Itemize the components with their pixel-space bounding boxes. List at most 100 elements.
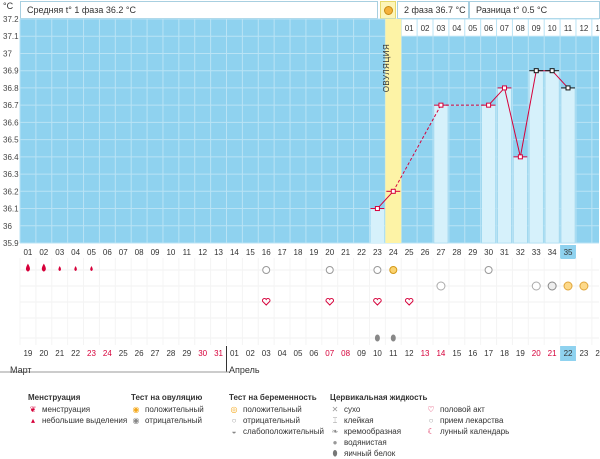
pregtest-negative-icon: ○: [231, 416, 237, 425]
temp-column: [370, 208, 385, 243]
cycle-day-label: 01: [23, 248, 32, 257]
cycle-day-label: 33: [532, 248, 541, 257]
calendar-date-label: 26: [135, 349, 144, 358]
ovtest-negative-marker: [325, 266, 334, 274]
top-day-label: 13: [595, 24, 600, 33]
cycle-day-label: 32: [516, 248, 525, 257]
ovulation-column: [385, 19, 402, 243]
temp-column: [560, 87, 576, 244]
temp-point: [438, 102, 444, 108]
pregtest-weak-icon: ◒: [231, 427, 237, 436]
top-day-row-bg: [401, 19, 599, 36]
moon-icon: ☾: [427, 427, 435, 436]
top-day-label: 02: [421, 24, 430, 33]
temp-column: [433, 104, 449, 244]
legend-ovulation-test-title: Тест на овуляцию: [131, 393, 203, 402]
calendar-date-label: 24: [595, 349, 600, 358]
temp-point: [565, 85, 571, 91]
cycle-day-label: 10: [166, 248, 175, 257]
current-date-highlight: [560, 346, 576, 361]
calendar-date-label: 15: [452, 349, 461, 358]
legend-preg-weak: ◒ слабоположительный: [229, 427, 324, 436]
calendar-date-label: 16: [468, 349, 477, 358]
cycle-day-label: 16: [262, 248, 271, 257]
ovtest-negative-marker: [484, 266, 493, 274]
ovtest-negative-marker: [262, 266, 271, 274]
cycle-day-label: 17: [278, 248, 287, 257]
cycle-day-label: 07: [119, 248, 128, 257]
top-day-label: 06: [484, 24, 493, 33]
sticky-icon: ⌶: [332, 416, 338, 425]
y-tick-label: 36.8: [3, 84, 19, 93]
y-tick-label: 36.7: [3, 101, 19, 110]
calendar-date-label: 01: [230, 349, 239, 358]
pregtest-positive-icon: ◎: [230, 405, 238, 414]
small-drop-icon: ▴: [30, 416, 35, 425]
dry-icon: ✕: [331, 405, 339, 414]
legend-moon[interactable]: ☾ лунный календарь: [427, 427, 510, 436]
legend-cervical-watery: ● водянистая: [330, 438, 387, 447]
temp-point: [501, 85, 507, 91]
cycle-day-label: 08: [135, 248, 144, 257]
top-day-label: 08: [516, 24, 525, 33]
legend-preg-negative: ○ отрицательный: [229, 416, 300, 425]
intercourse-marker: [373, 298, 382, 306]
cervical-eggwhite-marker: [390, 334, 396, 342]
calendar-date-label: 10: [373, 349, 382, 358]
legend-ovtest-negative: ◉ отрицательный: [132, 416, 202, 425]
y-tick-label: 36.2: [3, 187, 19, 196]
top-day-label: 04: [452, 24, 461, 33]
cycle-day-label: 02: [39, 248, 48, 257]
ovulation-sun-icon: [384, 6, 393, 15]
ovulation-label-wrap: ОВУЛЯЦИЯ: [380, 34, 397, 104]
cycle-day-label: 30: [484, 248, 493, 257]
legend-medication: ○ прием лекарства: [426, 416, 504, 425]
legend-intercourse: ♡ половой акт: [427, 405, 485, 414]
legend-spotting: ▴ небольшие выделения: [28, 416, 127, 425]
cycle-day-label: 04: [71, 248, 80, 257]
legend-ovtest-positive: ◉ положительный: [132, 405, 204, 414]
eggwhite-icon: ⬮: [332, 449, 338, 458]
legend-preg-positive: ◎ положительный: [230, 405, 302, 414]
temp-line-segment: [503, 87, 521, 157]
temp-point: [374, 206, 380, 212]
legend-cervical-dry: ✕ сухо: [331, 405, 361, 414]
cycle-day-label: 03: [55, 248, 64, 257]
calendar-date-label: 22: [564, 349, 573, 358]
cycle-day-label: 14: [230, 248, 239, 257]
ovtest-negative-marker: [373, 266, 382, 274]
temp-line-segment: [551, 70, 569, 89]
intercourse-marker: [261, 298, 271, 306]
cycle-day-label: 15: [246, 248, 255, 257]
cycle-day-label: 28: [452, 248, 461, 257]
calendar-date-label: 12: [405, 349, 414, 358]
top-day-label: 05: [468, 24, 477, 33]
calendar-date-label: 21: [55, 349, 64, 358]
legend-cervical-title: Цервикальная жидкость: [330, 393, 428, 402]
legend-pregnancy-title: Тест на беременность: [229, 393, 317, 402]
calendar-date-label: 20: [532, 349, 541, 358]
y-tick-label: 36.5: [3, 136, 19, 145]
cycle-day-label: 29: [468, 248, 477, 257]
cycle-day-label: 05: [87, 248, 96, 257]
calendar-date-label: 04: [278, 349, 287, 358]
calendar-date-label: 20: [39, 349, 48, 358]
temp-point: [549, 68, 555, 74]
temp-point: [390, 188, 396, 194]
temp-point: [533, 68, 539, 74]
calendar-date-label: 05: [294, 349, 303, 358]
calendar-date-label: 27: [151, 349, 160, 358]
cycle-day-label: 20: [325, 248, 334, 257]
temp-line-segment: [377, 190, 394, 209]
temp-line-segment: [519, 70, 537, 157]
y-tick-label: 35.9: [3, 239, 19, 248]
temp-point: [486, 102, 492, 108]
menstruation-marker: [74, 266, 77, 271]
top-day-label: 01: [405, 24, 414, 33]
y-tick-label: 36.9: [3, 67, 19, 76]
calendar-date-label: 28: [166, 349, 175, 358]
calendar-date-label: 13: [421, 349, 430, 358]
menstruation-marker: [25, 263, 30, 272]
ovtest-positive-icon: ◉: [132, 405, 140, 414]
y-tick-label: 37.1: [3, 32, 19, 41]
